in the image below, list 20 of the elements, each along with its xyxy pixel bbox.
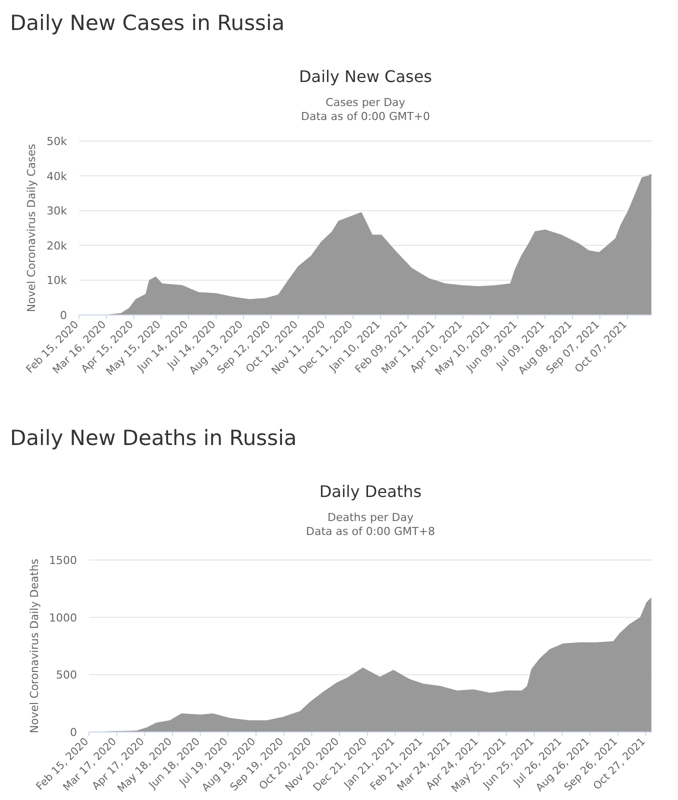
y-tick-label: 10k bbox=[46, 274, 68, 288]
text: Cases per Day bbox=[326, 96, 406, 109]
y-tick-label: 0 bbox=[70, 726, 77, 739]
y-tick-label: 40k bbox=[46, 170, 68, 183]
y-tick-label: 1500 bbox=[49, 554, 77, 567]
chart-subtitle: Daily Deaths bbox=[319, 482, 422, 501]
y-tick-label: 1000 bbox=[49, 611, 77, 624]
text: Deaths per Day bbox=[328, 511, 414, 524]
chart-subtitle: Daily New Cases bbox=[298, 67, 432, 86]
chart-title: Daily New Deaths in Russia bbox=[10, 426, 297, 450]
chart-title: Daily New Cases in Russia bbox=[10, 11, 285, 35]
y-tick-label: 30k bbox=[46, 204, 68, 218]
y-tick-label: 0 bbox=[60, 309, 67, 322]
y-tick-label: 20k bbox=[46, 239, 68, 252]
y-tick-label: 500 bbox=[56, 668, 77, 682]
y-tick-label: 50k bbox=[46, 135, 68, 148]
y-axis-title: Novel Coronavirus Daily Deaths bbox=[28, 558, 41, 734]
y-axis-title: Novel Coronavirus Daily Cases bbox=[25, 144, 38, 312]
text: Data as of 0:00 GMT+8 bbox=[306, 525, 435, 538]
text: Data as of 0:00 GMT+0 bbox=[301, 110, 430, 123]
